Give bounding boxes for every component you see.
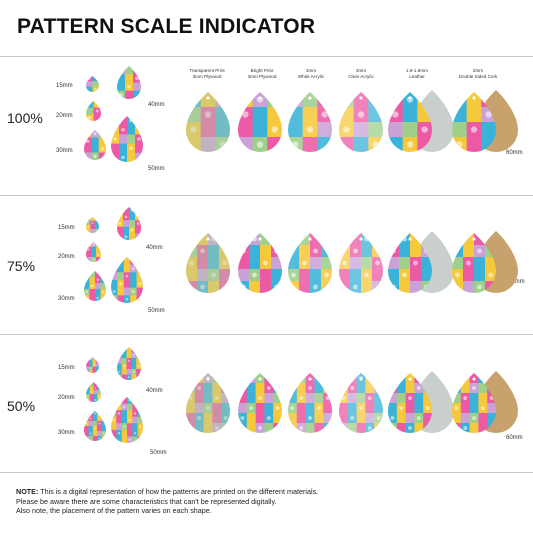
teardrop-sample <box>117 347 141 380</box>
size-label-60mm: 60mm <box>506 150 523 156</box>
teardrop-sample <box>86 242 101 262</box>
sample-transparent-plywood <box>186 373 230 433</box>
teardrop-sample <box>84 130 106 160</box>
note-text: NOTE: This is a digital representation o… <box>16 487 521 516</box>
size-label-15mm: 15mm <box>56 83 73 89</box>
size-label-40mm: 40mm <box>148 102 165 108</box>
teardrop-sample <box>86 76 99 92</box>
teardrop-sample <box>86 357 99 373</box>
material-line2: Leather <box>409 73 425 79</box>
size-label-30mm: 30mm <box>58 296 75 302</box>
sample-leather-front <box>388 92 432 152</box>
material-line1: 2mm <box>472 68 484 73</box>
material-line2: 3mm Plywood <box>192 73 222 79</box>
teardrop-sample <box>84 271 106 301</box>
sample-clear-acrylic <box>339 373 383 433</box>
teardrop-sample <box>117 207 141 240</box>
sample-transparent-plywood <box>186 233 230 293</box>
sample-cork-front <box>452 373 496 433</box>
sample-cork-front <box>452 233 496 293</box>
teardrop-sample <box>86 382 101 402</box>
material-line1: Bright Print <box>250 68 274 73</box>
size-label-20mm: 20mm <box>56 113 73 119</box>
size-label-15mm: 15mm <box>58 365 75 371</box>
divider-top <box>0 56 533 57</box>
note-line2: Please be aware there are some character… <box>16 496 277 506</box>
size-label-15mm: 15mm <box>58 225 75 231</box>
sample-transparent-plywood <box>186 92 230 152</box>
material-line1: 3mm <box>355 68 367 73</box>
material-line2: 3mm Plywood <box>247 73 277 79</box>
teardrop-sample <box>84 411 106 441</box>
teardrop-sample <box>111 257 143 303</box>
sample-bright-plywood <box>238 233 282 293</box>
teardrop-sample <box>117 66 141 99</box>
sample-bright-plywood <box>238 92 282 152</box>
size-label-40mm: 40mm <box>146 388 163 394</box>
sample-white-acrylic <box>288 92 332 152</box>
sample-clear-acrylic <box>339 233 383 293</box>
material-line2: Clear Acrylic <box>348 73 374 79</box>
size-label-20mm: 20mm <box>58 254 75 260</box>
material-line1: 3mm <box>305 68 317 73</box>
size-label-30mm: 30mm <box>58 430 75 436</box>
material-line2: White Acrylic <box>297 73 325 79</box>
teardrop-sample <box>111 397 143 443</box>
material-line1: Transparent Print <box>189 68 225 73</box>
note-line1: This is a digital representation of how … <box>38 487 319 496</box>
divider-2 <box>0 334 533 335</box>
teardrop-sample <box>111 116 143 162</box>
sample-white-acrylic <box>288 373 332 433</box>
sample-leather-front <box>388 233 432 293</box>
teardrop-sample <box>86 101 101 121</box>
scale-label-50: 50% <box>7 398 36 414</box>
size-label-50mm: 50mm <box>148 166 165 172</box>
scale-label-75: 75% <box>7 258 36 274</box>
material-header-cork: 2mm Double Sided Cork <box>449 68 507 79</box>
material-header-bright-plywood: Bright Print 3mm Plywood <box>233 68 291 79</box>
sample-white-acrylic <box>288 233 332 293</box>
size-label-60mm: 60mm <box>506 435 523 441</box>
note-line3: Also note, the placement of the pattern … <box>16 506 212 516</box>
sample-cork-front <box>452 92 496 152</box>
material-line1: 1.6-1.8mm <box>406 68 428 73</box>
sample-bright-plywood <box>238 373 282 433</box>
page-title: PATTERN SCALE INDICATOR <box>17 15 316 38</box>
material-header-clear-acrylic: 3mm Clear Acrylic <box>332 68 390 79</box>
size-label-50mm: 50mm <box>150 450 167 456</box>
note-label: NOTE: <box>16 487 39 496</box>
size-label-60mm: 60mm <box>508 279 525 285</box>
size-label-50mm: 50mm <box>148 308 165 314</box>
scale-label-100: 100% <box>7 110 43 126</box>
material-header-leather: 1.6-1.8mm Leather <box>388 68 446 79</box>
divider-bottom <box>0 472 533 473</box>
sample-leather-front <box>388 373 432 433</box>
size-label-30mm: 30mm <box>56 148 73 154</box>
teardrop-sample <box>86 217 99 233</box>
divider-1 <box>0 195 533 196</box>
size-label-40mm: 40mm <box>146 245 163 251</box>
sample-clear-acrylic <box>339 92 383 152</box>
material-header-transparent-plywood: Transparent Print 3mm Plywood <box>178 68 236 79</box>
size-label-20mm: 20mm <box>58 395 75 401</box>
material-line2: Double Sided Cork <box>458 73 498 79</box>
material-header-white-acrylic: 3mm White Acrylic <box>282 68 340 79</box>
